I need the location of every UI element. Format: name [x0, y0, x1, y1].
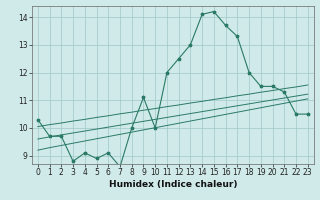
X-axis label: Humidex (Indice chaleur): Humidex (Indice chaleur) [108, 180, 237, 189]
